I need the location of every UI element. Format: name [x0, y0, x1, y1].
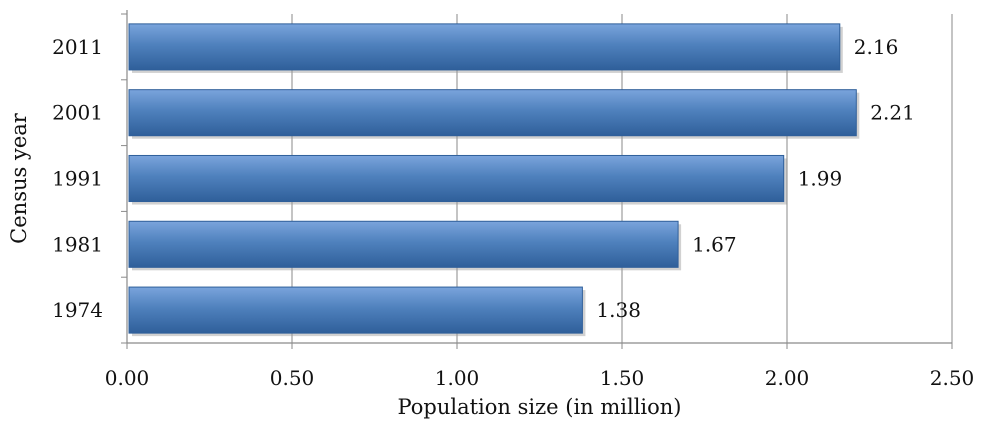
bar-2011	[128, 23, 841, 71]
x-tick-label: 2.50	[930, 366, 975, 390]
y-tick-label: 1981	[52, 232, 103, 256]
data-label: 2.16	[854, 35, 899, 59]
x-tick-label: 0.00	[105, 366, 150, 390]
bar-1981	[128, 220, 679, 268]
x-tick-label: 2.00	[765, 366, 810, 390]
y-tick-label: 2001	[52, 101, 103, 125]
bar-1991	[128, 154, 785, 203]
x-axis-title: Population size (in million)	[397, 395, 681, 419]
y-axis-title: Census year	[7, 112, 31, 244]
y-tick-label: 2011	[52, 35, 103, 59]
labels: 0.00 0.50 1.00 1.50 2.00 2.50 2011 2.16 2001 2.21…	[52, 35, 974, 390]
data-label: 1.38	[596, 298, 641, 322]
bar-2001	[128, 89, 857, 137]
y-tick-label: 1974	[52, 298, 103, 322]
x-tick-label: 1.50	[600, 366, 645, 390]
data-label: 2.21	[870, 101, 915, 125]
axes	[121, 10, 953, 349]
data-label: 1.99	[798, 167, 843, 191]
x-tick-label: 1.00	[435, 366, 480, 390]
y-tick-label: 1991	[52, 167, 103, 191]
bars	[128, 23, 860, 337]
data-label: 1.67	[692, 232, 737, 256]
x-tick-label: 0.50	[270, 366, 315, 390]
bar-1974	[128, 286, 583, 334]
